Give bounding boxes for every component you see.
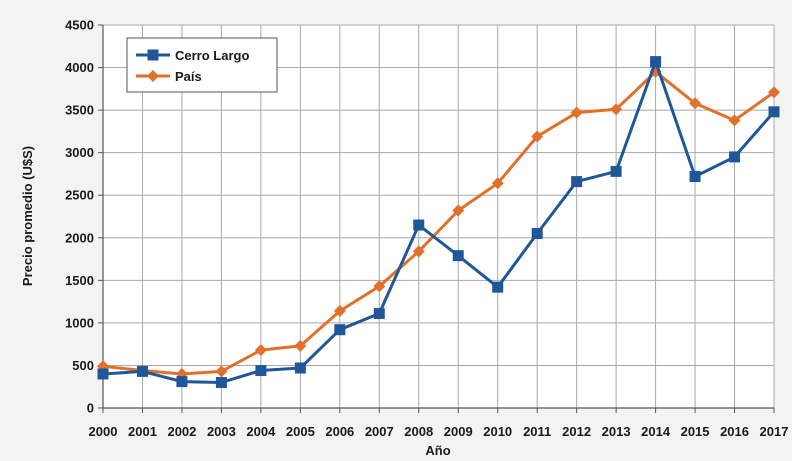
data-point-pais bbox=[728, 114, 741, 127]
x-axis-title: Año bbox=[425, 443, 450, 458]
data-point-cerro-largo bbox=[97, 368, 109, 380]
legend-marker-cerro-largo bbox=[147, 49, 159, 61]
x-tick-label: 2017 bbox=[760, 424, 789, 439]
legend: Cerro Largo País bbox=[126, 37, 278, 93]
x-tick-label: 2012 bbox=[562, 424, 591, 439]
x-axis-ticks: 2000 2001 2002 2003 2004 2005 2006 2007 2008 2009… bbox=[89, 408, 789, 439]
data-point-cerro-largo bbox=[373, 308, 385, 320]
x-tick-label: 2006 bbox=[325, 424, 354, 439]
y-tick-label: 2500 bbox=[65, 188, 94, 203]
y-tick-label: 0 bbox=[87, 401, 94, 416]
data-point-cerro-largo bbox=[176, 376, 188, 388]
y-tick-label: 4000 bbox=[65, 60, 94, 75]
x-tick-label: 2002 bbox=[167, 424, 196, 439]
data-point-cerro-largo bbox=[294, 362, 306, 374]
data-point-cerro-largo bbox=[610, 165, 622, 177]
data-point-cerro-largo bbox=[689, 170, 701, 182]
y-axis-ticks: 0 500 1000 1500 2000 2500 3000 3500 4000 4500 bbox=[65, 18, 103, 416]
data-point-cerro-largo bbox=[650, 56, 662, 68]
x-tick-label: 2003 bbox=[207, 424, 236, 439]
x-tick-label: 2008 bbox=[404, 424, 433, 439]
legend-box bbox=[126, 37, 278, 93]
y-tick-label: 500 bbox=[72, 358, 94, 373]
x-tick-label: 2015 bbox=[681, 424, 710, 439]
x-tick-label: 2007 bbox=[365, 424, 394, 439]
data-point-cerro-largo bbox=[215, 376, 227, 388]
data-point-pais bbox=[610, 103, 623, 116]
x-tick-label: 2014 bbox=[641, 424, 671, 439]
x-tick-label: 2010 bbox=[483, 424, 512, 439]
data-point-cerro-largo bbox=[729, 151, 741, 163]
x-tick-label: 2000 bbox=[89, 424, 118, 439]
data-point-cerro-largo bbox=[255, 365, 267, 377]
data-point-pais bbox=[531, 130, 544, 143]
data-point-pais bbox=[254, 344, 267, 357]
series-group bbox=[97, 56, 780, 388]
data-point-cerro-largo bbox=[334, 324, 346, 336]
x-tick-label: 2001 bbox=[128, 424, 157, 439]
data-point-pais bbox=[768, 86, 780, 99]
x-tick-label: 2011 bbox=[523, 424, 551, 439]
data-point-pais bbox=[689, 97, 702, 110]
data-point-cerro-largo bbox=[413, 219, 425, 231]
data-point-pais bbox=[333, 304, 346, 317]
x-tick-label: 2004 bbox=[246, 424, 276, 439]
series-cerro-largo bbox=[97, 56, 780, 388]
data-point-cerro-largo bbox=[452, 250, 464, 262]
legend-label-cerro-largo: Cerro Largo bbox=[175, 48, 249, 63]
x-tick-label: 2013 bbox=[602, 424, 631, 439]
data-point-cerro-largo bbox=[571, 176, 583, 188]
data-point-pais bbox=[215, 365, 228, 378]
data-point-pais bbox=[570, 106, 583, 119]
data-point-pais bbox=[452, 204, 465, 217]
y-axis-title: Precio promedio (U$S) bbox=[20, 146, 35, 286]
legend-marker-pais bbox=[147, 70, 159, 82]
y-tick-label: 3000 bbox=[65, 145, 94, 160]
y-tick-label: 1000 bbox=[65, 315, 94, 330]
data-point-cerro-largo bbox=[768, 106, 780, 118]
y-tick-label: 3500 bbox=[65, 103, 94, 118]
x-tick-label: 2009 bbox=[444, 424, 473, 439]
axes bbox=[102, 25, 774, 409]
data-point-pais bbox=[412, 245, 425, 258]
legend-label-pais: País bbox=[175, 69, 202, 84]
series-line-cerro-largo bbox=[102, 60, 776, 384]
data-point-cerro-largo bbox=[531, 228, 543, 240]
data-point-pais bbox=[294, 339, 307, 352]
data-point-pais bbox=[491, 177, 504, 190]
y-tick-label: 1500 bbox=[65, 273, 94, 288]
data-point-cerro-largo bbox=[492, 281, 504, 293]
data-point-pais bbox=[373, 280, 386, 293]
y-tick-label: 2000 bbox=[65, 230, 94, 245]
x-tick-label: 2016 bbox=[720, 424, 749, 439]
data-point-cerro-largo bbox=[136, 365, 148, 377]
x-tick-label: 2005 bbox=[286, 424, 315, 439]
y-tick-label: 4500 bbox=[65, 18, 94, 33]
